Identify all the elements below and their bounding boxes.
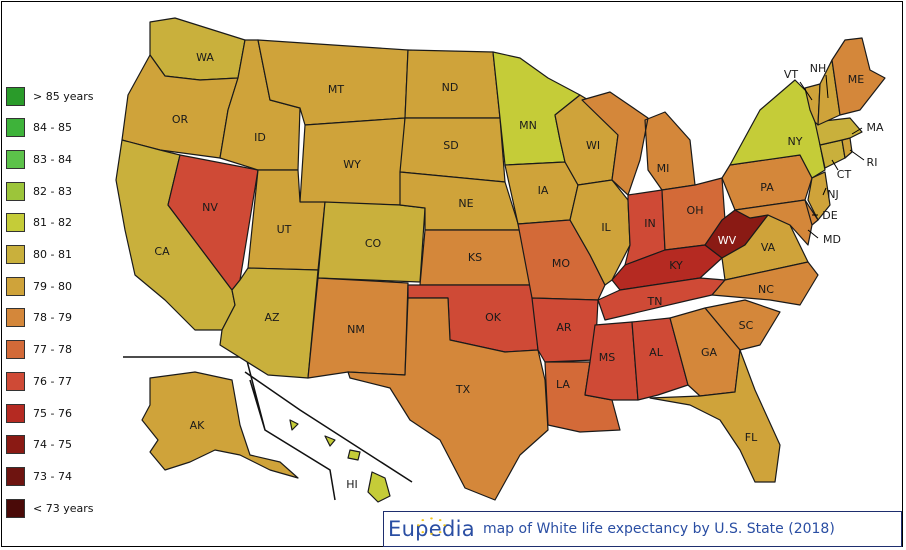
legend-label: 77 - 78 xyxy=(33,343,72,357)
eupedia-logo: Eupedia xyxy=(388,517,475,541)
legend-item: 80 - 81 xyxy=(6,245,72,265)
legend-swatch xyxy=(6,371,25,391)
legend-item: > 85 years xyxy=(6,86,93,106)
northeast-callouts xyxy=(799,74,865,239)
state-wy[interactable] xyxy=(299,117,406,206)
legend-label: 74 - 75 xyxy=(33,438,72,452)
state-ar[interactable] xyxy=(531,297,599,363)
legend-label: 78 - 79 xyxy=(33,311,72,325)
legend-label: 81 - 82 xyxy=(33,216,72,230)
title-box: Eupedia map of White life expectancy by … xyxy=(383,511,902,547)
legend-item: 77 - 78 xyxy=(6,340,72,360)
legend-swatch xyxy=(6,308,25,328)
legend-swatch xyxy=(6,435,25,455)
state-label-hi: HI xyxy=(346,478,358,491)
legend-swatch xyxy=(6,498,25,518)
legend-item: 84 - 85 xyxy=(6,118,72,138)
legend-swatch xyxy=(6,118,25,138)
state-ia[interactable] xyxy=(504,161,579,225)
state-al[interactable] xyxy=(631,317,689,401)
legend-item: 76 - 77 xyxy=(6,371,72,391)
state-ak[interactable] xyxy=(141,371,299,479)
legend-label: 84 - 85 xyxy=(33,121,72,135)
legend-item: 73 - 74 xyxy=(6,466,72,486)
legend-label: 75 - 76 xyxy=(33,406,72,420)
legend-item: < 73 years xyxy=(6,498,93,518)
state-me[interactable] xyxy=(831,37,886,116)
legend-item: 79 - 80 xyxy=(6,276,72,296)
legend-label: 83 - 84 xyxy=(33,152,72,166)
legend-item: 74 - 75 xyxy=(6,435,72,455)
legend-label: 80 - 81 xyxy=(33,248,72,261)
legend-item: 83 - 84 xyxy=(6,149,72,169)
legend-label: 73 - 74 xyxy=(33,469,72,483)
legend-swatch xyxy=(6,276,25,296)
state-label-md: MD xyxy=(823,233,841,246)
legend-swatch xyxy=(6,149,25,169)
legend-item: 82 - 83 xyxy=(6,181,72,201)
state-nd[interactable] xyxy=(404,49,501,119)
legend-label: 76 - 77 xyxy=(33,374,72,388)
state-tx[interactable] xyxy=(347,297,549,501)
state-label-ma: MA xyxy=(866,121,883,134)
state-fl[interactable] xyxy=(649,349,781,483)
legend-swatch xyxy=(6,213,25,233)
state-label-ri: RI xyxy=(867,156,878,169)
state-nc[interactable] xyxy=(711,261,819,306)
state-nj[interactable] xyxy=(807,171,831,221)
state-label-vt: VT xyxy=(784,68,799,81)
legend-label: > 85 years xyxy=(33,89,94,103)
legend-item: 81 - 82 xyxy=(6,213,72,233)
state-hi[interactable] xyxy=(289,419,391,503)
legend-swatch xyxy=(6,245,25,264)
legend-label: < 73 years xyxy=(33,501,94,515)
legend-swatch xyxy=(6,340,25,360)
state-sd[interactable] xyxy=(399,117,506,183)
map-title: map of White life expectancy by U.S. Sta… xyxy=(482,521,835,537)
legend-swatch xyxy=(6,86,25,106)
state-nm[interactable] xyxy=(307,277,409,379)
legend-label: 79 - 80 xyxy=(33,279,72,293)
state-md[interactable] xyxy=(734,199,813,246)
legend-swatch xyxy=(6,466,25,486)
legend-item: 78 - 79 xyxy=(6,308,72,328)
state-co[interactable] xyxy=(317,201,426,283)
inset-divider xyxy=(244,371,413,483)
legend-swatch xyxy=(6,181,25,201)
state-ks[interactable] xyxy=(419,229,533,286)
inset-divider xyxy=(123,356,336,501)
state-label-ct: CT xyxy=(837,168,852,181)
state-ma[interactable] xyxy=(814,117,863,146)
state-wa[interactable] xyxy=(149,17,246,81)
logo-text: Eupedia xyxy=(388,517,475,541)
legend-item: 75 - 76 xyxy=(6,403,72,423)
legend-swatch xyxy=(6,403,25,423)
legend-label: 82 - 83 xyxy=(33,184,72,198)
state-label-nh: NH xyxy=(810,62,827,75)
